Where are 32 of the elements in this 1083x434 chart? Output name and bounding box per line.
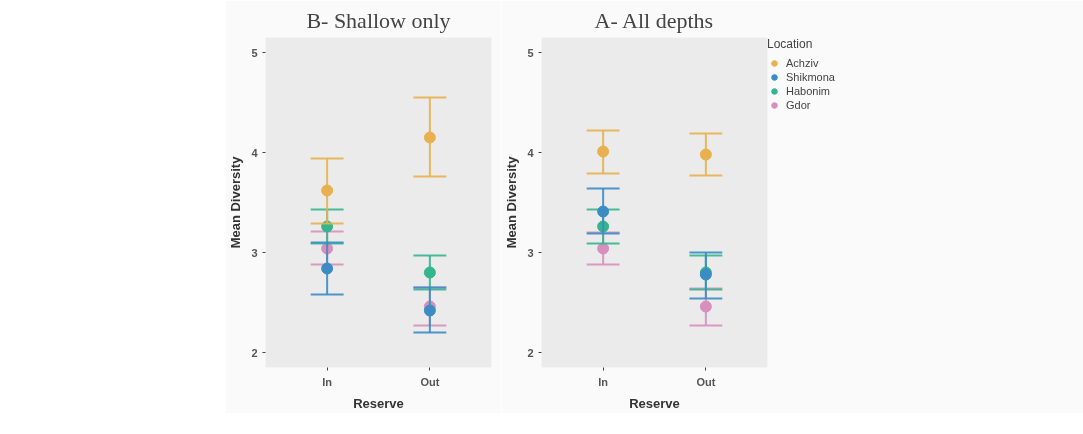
y-axis-title: Mean Diversity <box>504 155 520 249</box>
legend-title: Location <box>767 37 814 51</box>
x-tick-label: In <box>598 375 609 388</box>
legend-label: Gdor <box>786 99 811 111</box>
point <box>321 184 334 197</box>
point <box>597 205 610 218</box>
y-tick-label: 4 <box>251 146 259 159</box>
y-tick-label: 4 <box>527 146 535 159</box>
point <box>699 300 712 313</box>
y-tick-label: 3 <box>527 246 534 259</box>
chart-title: A- All depths <box>594 7 714 33</box>
legend-label: Habonim <box>786 85 831 97</box>
y-axis-title: Mean Diversity <box>228 155 244 249</box>
point <box>423 266 436 279</box>
x-tick-label: In <box>322 375 333 388</box>
y-tick-label: 5 <box>251 46 258 59</box>
x-tick-label: Out <box>696 375 716 388</box>
y-tick-label: 5 <box>527 46 534 59</box>
point <box>321 262 334 275</box>
legend-label: Shikmona <box>786 71 835 83</box>
legend-label: Achziv <box>786 57 819 69</box>
y-tick-label: 3 <box>251 246 258 259</box>
chart-title: B- Shallow only <box>306 7 451 33</box>
y-tick-label: 2 <box>251 346 258 359</box>
y-tick-label: 2 <box>527 346 534 359</box>
point <box>423 304 436 317</box>
x-axis-title: Reserve <box>629 395 680 411</box>
point <box>699 148 712 161</box>
x-tick-label: Out <box>420 375 440 388</box>
point <box>423 131 436 144</box>
point <box>597 145 610 158</box>
x-axis-title: Reserve <box>353 395 404 411</box>
